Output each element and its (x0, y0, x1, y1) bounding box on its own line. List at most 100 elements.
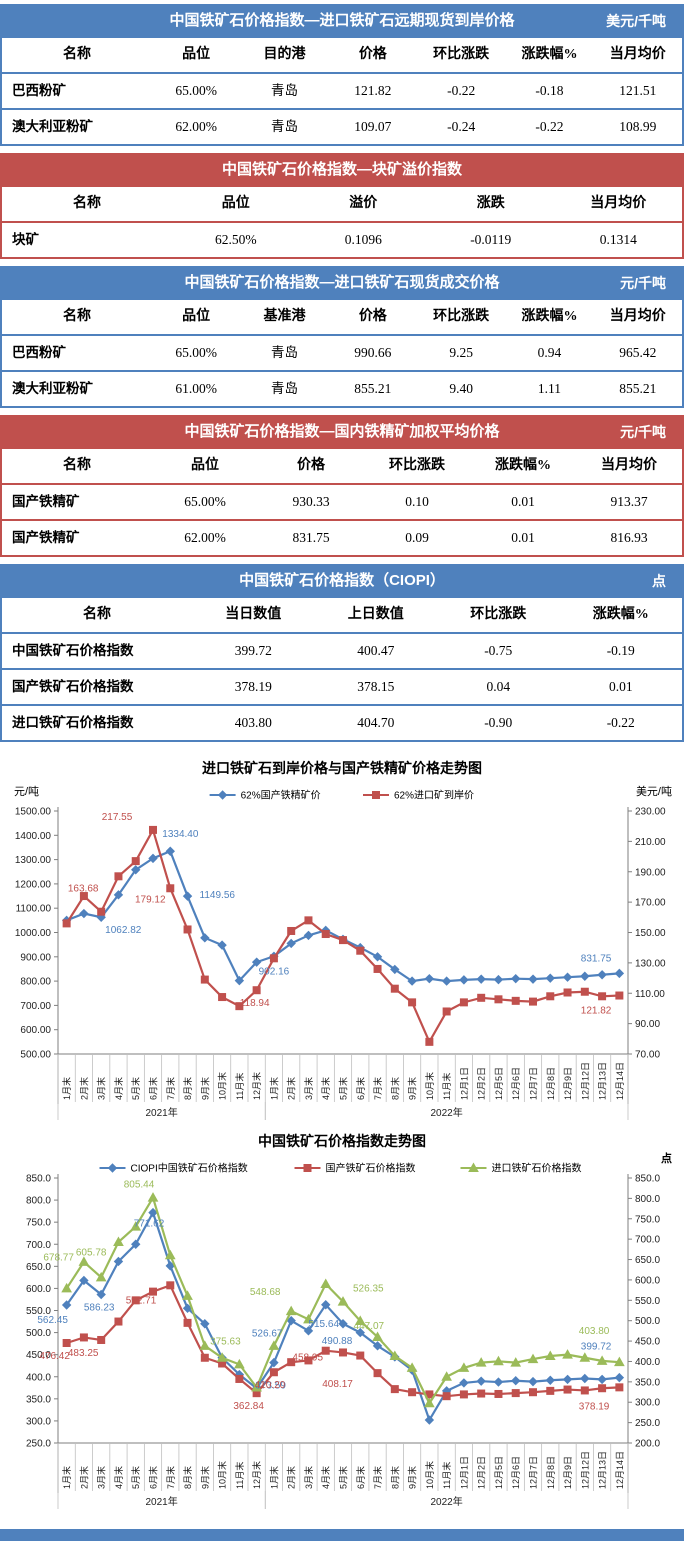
diamond-marker (562, 1374, 573, 1385)
diamond-marker (528, 1376, 538, 1387)
value-cell: 65.00% (184, 494, 226, 509)
x-tick-label: 8月末 (182, 1466, 193, 1489)
triangle-marker (268, 1340, 280, 1350)
data-label: 526.67 (252, 1329, 283, 1340)
diamond-marker (200, 1319, 210, 1329)
square-marker (97, 907, 106, 916)
data-label: 399.72 (581, 1342, 612, 1353)
diamond-marker (580, 1373, 590, 1384)
column-header: 品位 (221, 196, 250, 211)
legend-label: 62%进口矿到岸价 (394, 789, 474, 802)
left-tick-label: 600.0 (26, 1284, 51, 1295)
value-cell: 965.42 (619, 345, 657, 360)
square-marker (200, 975, 209, 984)
column-header: 价格 (297, 458, 325, 473)
row-name-cell: 国产铁精矿 (12, 494, 80, 509)
value-cell: -0.24 (447, 119, 476, 134)
x-tick-label: 1月末 (61, 1077, 72, 1100)
right-tick-label: 650.0 (635, 1255, 660, 1266)
year-label: 2022年 (431, 1495, 463, 1508)
left-tick-label: 1400.00 (15, 831, 52, 842)
domestic-concentrate-table: 中国铁矿石价格指数—国内铁精矿加权平均价格 元/千吨 名称 品位 价格 环比涨跌 涨跌幅% 当… (0, 415, 684, 557)
data-label: 483.25 (68, 1348, 99, 1359)
right-tick-label: 300.0 (635, 1398, 660, 1409)
triangle-marker (510, 1357, 522, 1367)
data-label: 403.80 (579, 1326, 610, 1337)
square-marker (114, 1317, 123, 1326)
square-marker (79, 892, 88, 901)
chart-title: 中国铁矿石价格指数走势图 (258, 1133, 426, 1149)
square-marker (252, 986, 261, 995)
square-marker (529, 1388, 537, 1397)
x-tick-label: 10月末 (217, 1072, 228, 1100)
row-name-cell: 中国铁矿石价格指数 (12, 643, 134, 658)
right-axis-unit: 美元/吨 (636, 785, 672, 798)
data-label: 902.16 (259, 966, 290, 977)
x-tick-label: 3月末 (303, 1077, 314, 1100)
square-marker (149, 825, 157, 834)
table-row: 块矿 62.50% 0.1096 -0.0119 0.1314 (2, 221, 682, 257)
x-tick-label: 3月末 (96, 1466, 107, 1489)
left-tick-label: 800.0 (26, 1196, 51, 1207)
column-header: 涨跌幅% (592, 607, 649, 622)
square-marker (459, 998, 468, 1007)
x-tick-label: 4月末 (113, 1466, 124, 1489)
value-cell: 0.1096 (344, 232, 382, 247)
column-header: 溢价 (349, 196, 378, 211)
value-cell: -0.90 (484, 715, 513, 730)
value-cell: 855.21 (619, 381, 657, 396)
right-tick-label: 750.0 (635, 1214, 660, 1225)
square-marker (235, 1374, 244, 1383)
data-label: 592.71 (126, 1296, 157, 1307)
left-tick-label: 250.0 (26, 1439, 51, 1450)
value-cell: 930.33 (292, 494, 330, 509)
square-marker (200, 1353, 209, 1362)
triangle-marker (562, 1349, 573, 1359)
diamond-marker (303, 1326, 314, 1336)
x-tick-label: 8月末 (182, 1077, 193, 1100)
triangle-marker (337, 1296, 349, 1306)
data-label: 515.64 (308, 1319, 339, 1330)
data-label: 121.82 (581, 1006, 612, 1017)
table-title: 中国铁矿石价格指数—国内铁精矿加权平均价格 (184, 423, 500, 440)
triangle-marker (596, 1355, 608, 1365)
table-title: 中国铁矿石价格指数—进口铁矿石现货成交价格 (184, 274, 500, 291)
x-tick-label: 1月末 (61, 1466, 72, 1489)
right-tick-label: 550.0 (635, 1296, 660, 1307)
x-tick-label: 2月末 (78, 1077, 89, 1100)
value-cell: -0.75 (484, 643, 513, 658)
column-header: 涨跌幅% (521, 47, 578, 62)
column-header: 涨跌幅% (521, 309, 578, 324)
x-tick-label: 1月末 (268, 1466, 279, 1489)
diamond-marker (79, 908, 89, 919)
data-label: 118.94 (240, 998, 270, 1009)
import-vs-domestic-price-trend-chart: 进口铁矿石到岸价格与国产铁精矿价格走势图 62%国产铁精矿价 62%进口矿到岸价 元/… (14, 760, 672, 1120)
x-tick-label: 6月末 (148, 1466, 159, 1489)
x-tick-label: 12月14日 (615, 1062, 625, 1100)
table-title: 中国铁矿石价格指数—进口铁矿石远期现货到岸价格 (169, 12, 515, 29)
value-cell: 378.15 (357, 679, 395, 694)
column-header: 环比涨跌 (433, 309, 490, 324)
left-tick-label: 900.00 (20, 952, 51, 963)
triangle-marker (354, 1315, 366, 1325)
diamond-marker (303, 930, 314, 941)
square-marker (511, 996, 520, 1005)
square-marker (408, 1388, 417, 1397)
series-line (66, 849, 620, 983)
column-header: 上日数值 (347, 607, 404, 622)
square-marker (339, 1348, 347, 1357)
column-header: 涨跌 (476, 196, 505, 211)
value-cell: 0.1314 (599, 232, 637, 247)
data-label: 458.95 (292, 1353, 323, 1364)
x-tick-label: 3月末 (303, 1466, 314, 1489)
right-tick-label: 230.00 (635, 807, 666, 818)
diamond-marker (528, 974, 538, 984)
table-row: 国产铁精矿 65.00% 930.33 0.10 0.01 913.37 (2, 483, 682, 519)
square-marker (373, 964, 382, 973)
row-name-cell: 国产铁精矿 (12, 530, 80, 545)
x-tick-label: 12月1日 (459, 1456, 469, 1489)
diamond-marker (424, 1415, 435, 1425)
square-marker (114, 872, 123, 881)
value-cell: 61.00% (175, 381, 217, 396)
